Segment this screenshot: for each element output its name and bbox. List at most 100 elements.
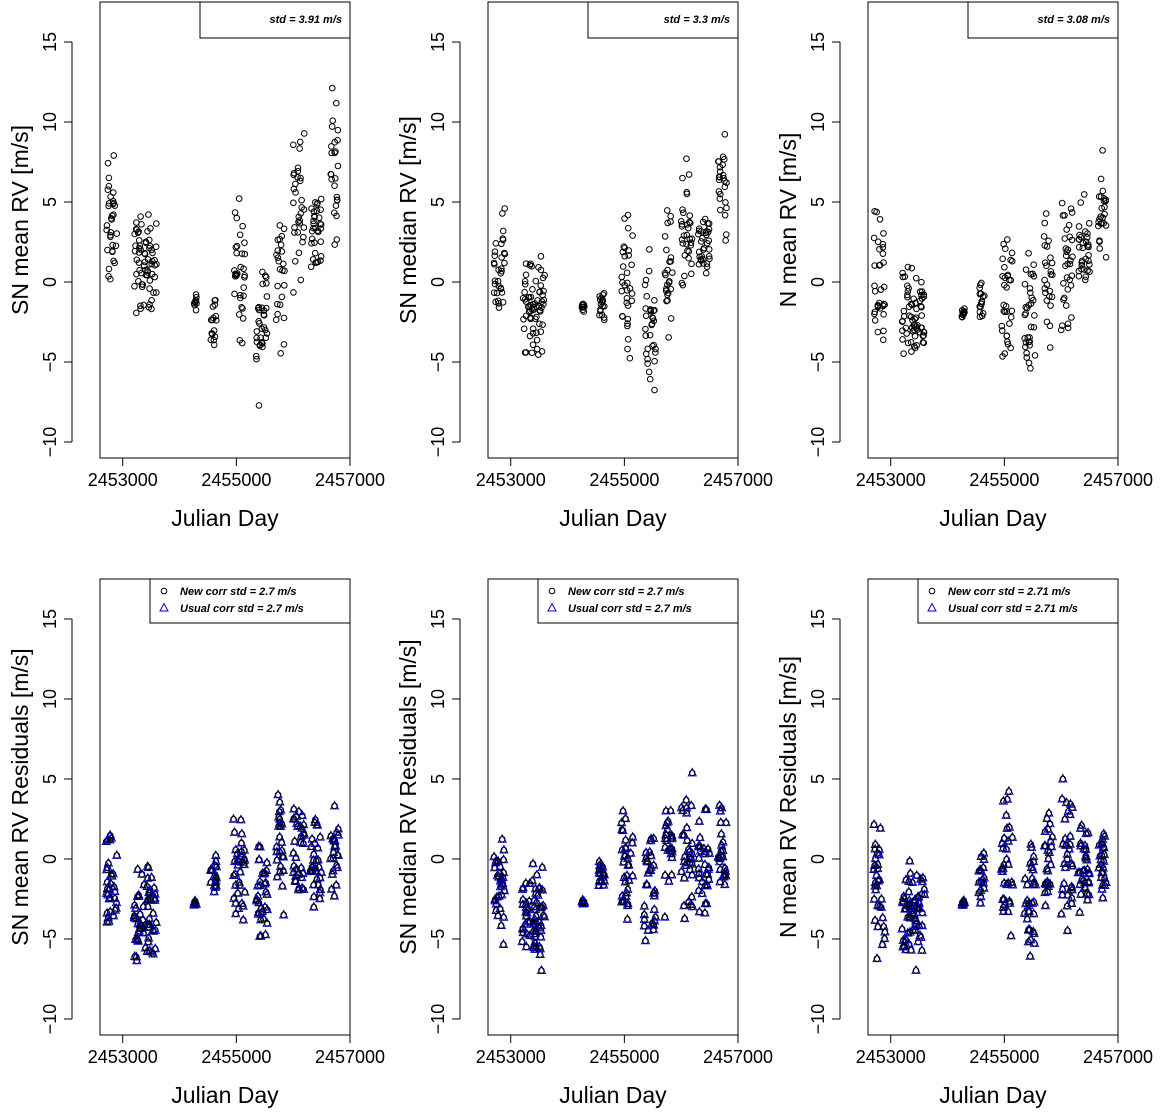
data-point [235,311,243,318]
legend: New corr std = 2.7 m/s Usual corr std = 2… [537,578,739,624]
x-axis-title: Julian Day [559,1082,667,1108]
y-tick-label: 0 [428,854,448,864]
data-point [300,206,308,213]
legend-entry: New corr std = 2.7 m/s [568,586,684,598]
data-point [292,878,299,885]
data-point [1026,334,1033,341]
data-point [536,320,543,328]
data-point [661,871,669,879]
data-point [294,229,302,236]
data-point [141,250,149,258]
data-point [136,910,144,918]
data-point [1085,219,1093,227]
data-point [979,864,987,871]
y-tick-label: −5 [428,352,448,373]
data-point [646,246,653,253]
data-point [1047,254,1054,262]
data-point [311,819,319,826]
data-point [662,807,670,815]
data-point [915,900,923,907]
data-point [238,848,245,855]
data-point [1030,261,1037,269]
data-point [699,234,706,242]
data-point [1002,812,1010,819]
data-point [538,864,546,871]
data-point [147,225,154,232]
data-point [999,255,1006,263]
data-point [705,252,713,260]
data-point [668,848,676,856]
data-point [296,217,303,224]
data-point [240,916,247,924]
data-point [681,915,688,922]
data-point [1102,254,1110,261]
data-point [699,218,707,226]
data-point [152,289,160,296]
data-point [618,898,626,906]
data-point [1076,231,1083,239]
data-point [684,224,692,232]
data-point [291,224,298,231]
data-point [110,189,117,196]
data-point [1080,191,1088,198]
data-point [664,291,671,299]
data-point [1031,352,1039,359]
data-point [210,327,218,334]
data-point [241,272,248,279]
panel-5: −10 −5 0 5 10 15 2453000 2455000 2457000 Julian D… [395,578,773,1108]
data-point [881,935,888,942]
data-point [149,249,156,257]
data-point [263,859,271,867]
data-point [624,211,632,219]
data-point [717,206,724,214]
data-point [253,328,261,335]
data-point [1008,257,1016,265]
data-point [980,884,988,892]
data-point [317,206,324,213]
data-point [682,796,690,804]
data-point [623,269,631,277]
data-point [297,210,305,217]
data-point [666,258,673,265]
x-tick-label: 2453000 [856,1047,926,1067]
data-point [999,864,1007,872]
data-point [979,293,987,300]
y-axis-title: N mean RV [m/s] [775,133,801,308]
data-point [960,900,967,907]
data-point [1004,236,1011,243]
data-point [329,835,337,842]
data-point [1068,314,1075,321]
data-point [1042,842,1049,850]
data-point [317,195,325,203]
data-point [329,854,337,862]
data-point [144,903,152,910]
data-point [495,873,503,881]
data-point [624,886,632,893]
data-point [152,243,160,251]
data-point [144,938,152,946]
data-point [146,244,153,252]
data-point [918,278,925,286]
data-point [688,235,696,243]
data-point [328,176,335,183]
data-point [906,928,914,936]
data-point [1099,894,1107,902]
data-point [1003,845,1010,853]
data-point [1047,271,1055,278]
data-point [103,918,111,926]
data-point [722,231,730,238]
data-point [914,938,922,946]
data-point [1042,881,1050,888]
data-point [529,330,537,337]
data-point [1082,273,1090,280]
data-point [491,864,498,872]
data-point [332,881,340,889]
data-point [650,307,657,315]
data-point [715,158,722,165]
x-tick-label: 2453000 [476,470,546,490]
data-point [625,252,632,259]
data-point [238,839,245,847]
data-point [236,868,244,876]
data-point [1083,234,1091,241]
data-point [1067,205,1075,212]
